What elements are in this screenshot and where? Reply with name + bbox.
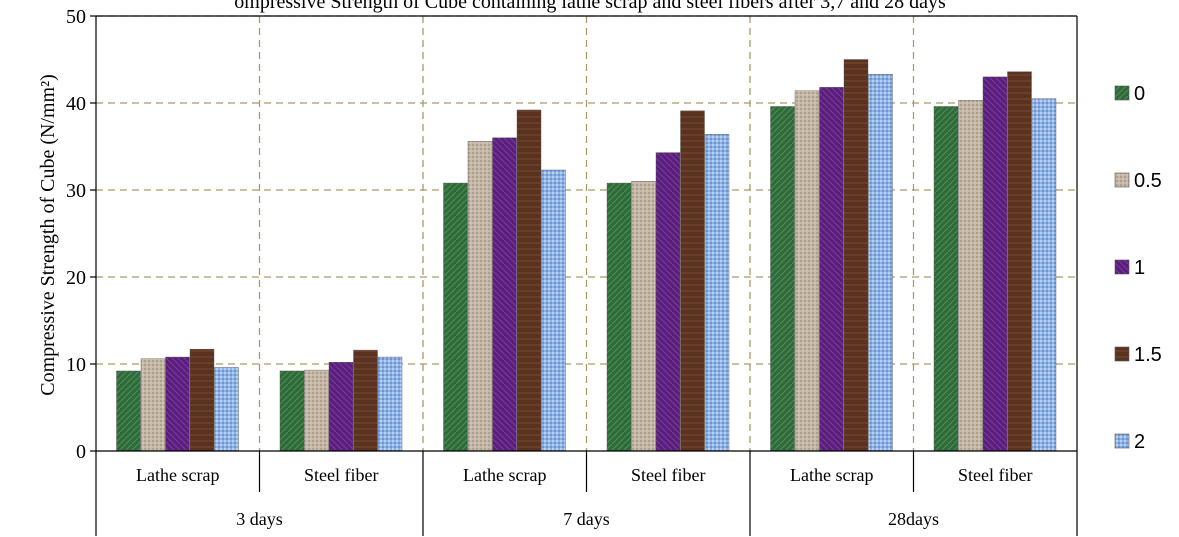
bar-4-series-1.5 [843,59,869,452]
bar-1-series-1.5 [353,349,378,452]
bar-2-series-0 [443,182,468,452]
bar-3-series-1 [655,152,681,452]
y-tick-label-5: 50 [66,6,86,28]
y-tick-label-4: 40 [66,93,86,115]
bar-4-series-2 [868,74,893,452]
bar-4-series-0 [770,106,795,452]
legend-swatch-0 [1114,85,1130,101]
bars-layer [116,59,1057,452]
legend-label-1.5: 1.5 [1134,344,1162,366]
bar-3-series-0 [606,182,632,452]
bar-0-series-1.5 [189,349,215,452]
bar-1-series-1 [328,362,354,452]
bar-0-series-1 [165,356,190,452]
legend-swatch-0.5 [1114,172,1130,188]
legend-label-2: 2 [1134,431,1145,453]
bar-2-series-1 [492,137,517,452]
bar-4-series-0.5 [794,90,820,452]
legend-label-0.5: 0.5 [1134,170,1162,192]
chart-title: ompressive Strength of Cube containing l… [234,0,946,13]
bar-1-series-0.5 [304,369,329,452]
bar-2-series-2 [541,169,566,452]
legend: 0 0.5 1 1.5 2 [1114,83,1162,453]
x-group-label-2: 28days [888,509,939,529]
x-axis-labels: Lathe scrap Steel fiber Lathe scrap Steel f… [136,465,1032,529]
bar-0-series-0 [116,370,141,452]
x-category-label-4: Lathe scrap [790,465,873,485]
bar-3-series-0.5 [631,181,656,452]
legend-swatch-1 [1114,259,1130,275]
bar-4-series-1 [819,87,844,452]
x-group-label-1: 7 days [563,509,610,529]
legend-label-1: 1 [1134,257,1145,279]
x-group-label-0: 3 days [236,509,283,529]
bar-2-series-0.5 [467,141,493,452]
x-category-label-0: Lathe scrap [136,465,219,485]
bar-5-series-0.5 [958,100,983,452]
bar-5-series-1 [982,76,1008,452]
bar-3-series-1.5 [680,110,705,452]
y-tick-labels: 0 10 20 30 40 50 [66,6,86,463]
y-tick-label-3: 30 [66,180,86,202]
bar-1-series-2 [377,356,403,452]
legend-swatch-2 [1114,433,1130,449]
x-category-label-1: Steel fiber [304,465,378,485]
x-category-label-2: Lathe scrap [463,465,546,485]
y-axis-label: Compressive Strength of Cube (N/mm²) [37,74,59,396]
bar-5-series-2 [1031,98,1057,452]
bar-2-series-1.5 [516,109,542,452]
bar-1-series-0 [279,370,305,452]
x-category-label-5: Steel fiber [958,465,1032,485]
bar-3-series-2 [704,134,730,452]
bar-0-series-2 [214,367,239,452]
x-category-label-3: Steel fiber [631,465,705,485]
bar-5-series-1.5 [1007,71,1032,452]
y-tick-label-0: 0 [76,441,86,463]
axes-layer [90,15,1078,536]
gridlines [96,15,1077,451]
bar-0-series-0.5 [140,358,166,452]
y-tick-label-1: 10 [66,354,86,376]
bar-5-series-0 [933,106,959,452]
legend-label-0: 0 [1134,83,1145,105]
y-tick-label-2: 20 [66,267,86,289]
legend-swatch-1.5 [1114,346,1130,362]
